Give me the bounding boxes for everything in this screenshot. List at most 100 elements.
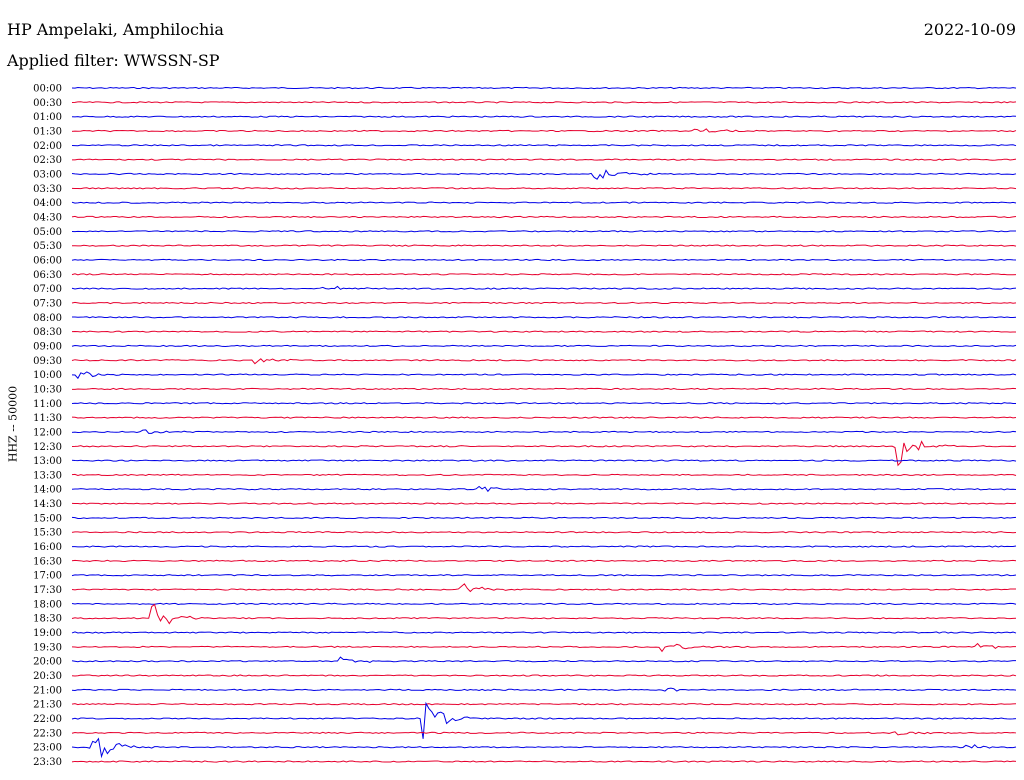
trace-line bbox=[71, 285, 1017, 290]
trace-line bbox=[71, 687, 1017, 692]
row-time-label: 03:00 bbox=[33, 169, 62, 180]
row-time-label: 01:30 bbox=[33, 126, 62, 137]
trace-line bbox=[71, 402, 1017, 405]
row-time-label: 16:00 bbox=[33, 542, 62, 553]
row-time-label: 17:30 bbox=[33, 585, 62, 596]
trace-line bbox=[71, 128, 1017, 133]
trace-line bbox=[71, 416, 1017, 419]
trace-line bbox=[71, 273, 1017, 276]
row-time-label: 12:00 bbox=[33, 427, 62, 438]
trace-line bbox=[71, 86, 1017, 90]
row-time-label: 07:00 bbox=[33, 284, 62, 295]
trace-line bbox=[71, 187, 1017, 190]
trace-line bbox=[71, 583, 1017, 593]
row-time-label: 19:30 bbox=[33, 642, 62, 653]
row-time-label: 00:00 bbox=[33, 84, 62, 95]
date-label: 2022-10-09 bbox=[923, 20, 1016, 39]
trace-line bbox=[71, 344, 1017, 348]
row-time-label: 03:30 bbox=[33, 184, 62, 195]
row-time-label: 23:30 bbox=[33, 757, 62, 768]
trace-line bbox=[71, 760, 1017, 763]
row-time-label: 02:00 bbox=[33, 141, 62, 152]
trace-line bbox=[71, 545, 1017, 548]
row-time-label: 13:00 bbox=[33, 456, 62, 467]
trace-line bbox=[71, 473, 1017, 477]
trace-line bbox=[71, 559, 1017, 563]
row-time-label: 02:30 bbox=[33, 155, 62, 166]
row-time-label: 15:30 bbox=[33, 528, 62, 539]
trace-line bbox=[71, 358, 1017, 365]
trace-line bbox=[71, 101, 1017, 104]
row-time-label: 08:30 bbox=[33, 327, 62, 338]
row-time-label: 00:30 bbox=[33, 98, 62, 109]
row-time-label: 05:00 bbox=[33, 227, 62, 238]
row-time-label: 10:30 bbox=[33, 384, 62, 395]
trace-line bbox=[71, 201, 1017, 204]
trace-line bbox=[71, 330, 1017, 333]
row-time-label: 11:00 bbox=[33, 399, 62, 410]
trace-line bbox=[71, 485, 1017, 493]
station-title: HP Ampelaki, Amphilochia bbox=[7, 20, 224, 39]
trace-line bbox=[71, 603, 1017, 625]
row-time-label: 10:00 bbox=[33, 370, 62, 381]
trace-line bbox=[71, 387, 1017, 391]
row-time-label: 07:30 bbox=[33, 298, 62, 309]
trace-line bbox=[71, 301, 1017, 305]
trace-line bbox=[71, 674, 1017, 677]
trace-line bbox=[71, 244, 1017, 247]
time-label-group: 00:00 00:30 01:00 01:30 02:00 02:30 03:00 03:30… bbox=[33, 84, 62, 769]
row-time-label: 18:30 bbox=[33, 614, 62, 625]
row-time-label: 15:00 bbox=[33, 513, 62, 524]
trace-line bbox=[71, 215, 1017, 219]
trace-line bbox=[71, 158, 1017, 161]
trace-line bbox=[71, 502, 1017, 505]
row-time-label: 16:30 bbox=[33, 556, 62, 567]
filter-label: Applied filter: WWSSN-SP bbox=[7, 51, 220, 70]
trace-line bbox=[71, 656, 1017, 663]
trace-line bbox=[71, 115, 1017, 118]
trace-line bbox=[71, 316, 1017, 319]
trace-line bbox=[71, 737, 1017, 759]
row-time-label: 20:30 bbox=[33, 671, 62, 682]
trace-line bbox=[71, 258, 1017, 262]
trace-group bbox=[71, 86, 1017, 763]
trace-line bbox=[71, 230, 1017, 233]
trace-line bbox=[71, 169, 1017, 180]
row-time-label: 21:30 bbox=[33, 700, 62, 711]
trace-line bbox=[71, 574, 1017, 577]
row-time-label: 14:30 bbox=[33, 499, 62, 510]
row-time-label: 08:00 bbox=[33, 313, 62, 324]
trace-line bbox=[71, 631, 1017, 634]
row-time-label: 04:30 bbox=[33, 212, 62, 223]
trace-line bbox=[71, 701, 1017, 739]
trace-line bbox=[71, 642, 1017, 653]
row-time-label: 19:00 bbox=[33, 628, 62, 639]
row-time-label: 20:00 bbox=[33, 657, 62, 668]
trace-line bbox=[71, 531, 1017, 534]
row-time-label: 14:00 bbox=[33, 485, 62, 496]
row-time-label: 22:30 bbox=[33, 728, 62, 739]
row-time-label: 22:00 bbox=[33, 714, 62, 725]
trace-line bbox=[71, 459, 1017, 462]
row-time-label: 05:30 bbox=[33, 241, 62, 252]
row-time-label: 09:30 bbox=[33, 356, 62, 367]
row-time-label: 01:00 bbox=[33, 112, 62, 123]
row-time-label: 06:30 bbox=[33, 270, 62, 281]
trace-line bbox=[71, 429, 1017, 434]
row-time-label: 04:00 bbox=[33, 198, 62, 209]
trace-line bbox=[71, 516, 1017, 520]
row-time-label: 11:30 bbox=[33, 413, 62, 424]
row-time-label: 21:00 bbox=[33, 685, 62, 696]
trace-line bbox=[71, 144, 1017, 147]
row-time-label: 06:00 bbox=[33, 255, 62, 266]
trace-line bbox=[71, 602, 1017, 605]
trace-line bbox=[71, 703, 1017, 706]
row-time-label: 17:00 bbox=[33, 571, 62, 582]
row-time-label: 13:30 bbox=[33, 470, 62, 481]
row-time-label: 23:00 bbox=[33, 743, 62, 754]
row-time-label: 09:00 bbox=[33, 341, 62, 352]
trace-line bbox=[71, 371, 1017, 380]
row-time-label: 18:00 bbox=[33, 599, 62, 610]
row-time-label: 12:30 bbox=[33, 442, 62, 453]
